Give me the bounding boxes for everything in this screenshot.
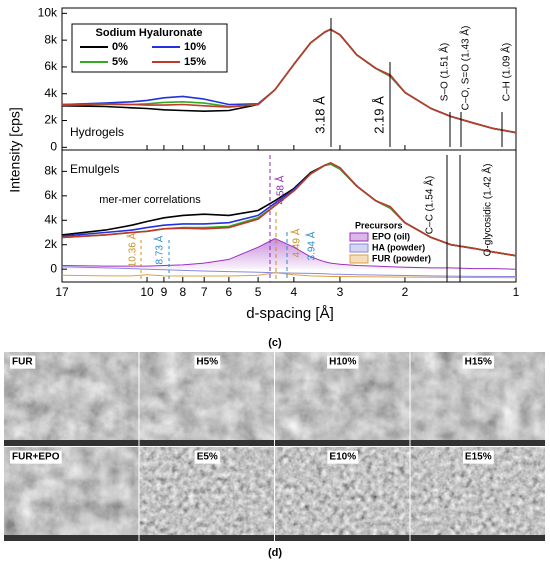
micrograph-label: E10% [329,452,356,463]
x-axis-label: d-spacing [Å] [246,305,334,322]
label-box [10,355,36,369]
annotation: 3.94 Å [305,231,318,260]
micrograph-infobar [4,440,139,446]
precursor-line [61,266,516,277]
y-axis-label: Intensity [cps] [7,107,23,193]
y-tick-label: 4k [44,212,58,226]
annotation: 10.36 Å [126,232,139,267]
micrograph-label: H5% [196,357,218,368]
caption: (c) [268,337,282,349]
micrograph-label: H10% [329,357,356,368]
y-tick-label: 2k [44,237,58,251]
legend-label: EPO (oil) [372,231,410,241]
y-tick-label: 6k [44,188,58,202]
label-box [462,450,494,464]
micrograph-infobar [410,440,545,446]
annotation: O-glycosidic (1.42 Å) [481,164,494,257]
caption: (d) [268,547,282,559]
y-tick-label: 10k [38,6,58,20]
x-tick-label: 17 [55,285,69,299]
legend-title: Precursors [355,220,403,230]
y-tick-label: 6k [44,59,58,73]
annotation: C–C (1.54 Å) [423,176,436,234]
label-box [327,355,359,369]
y-tick-label: 0 [50,261,57,275]
micrograph-infobar [275,440,410,446]
x-tick-label: 6 [226,285,233,299]
x-tick-label: 7 [201,285,208,299]
micrograph-infobar [275,535,410,541]
annotation: mer-mer correlations [99,194,201,206]
x-tick-label: 9 [161,285,168,299]
legend-swatch [349,243,369,253]
micrograph-label: FUR+EPO [12,452,60,463]
annotation: 4.58 Å [274,175,287,204]
legend-swatch [349,254,369,264]
annotation: 8.73 Å [153,235,166,264]
y-tick-label: 2k [44,113,58,127]
legend-label: 15% [184,56,206,68]
label-box [10,450,62,464]
annotation: C–O, S=O (1.43 Å) [459,26,472,111]
legend-label: 0% [112,41,128,53]
precursor-area [62,238,516,270]
legend-label: FUR (powder) [372,253,431,263]
micrograph-label: FUR [12,357,33,368]
annotation: S–O (1.51 Å) [438,43,451,101]
series-line [61,28,517,134]
x-tick-label: 10 [140,285,154,299]
legend-label: 5% [112,56,128,68]
label-box [327,450,359,464]
x-tick-label: 8 [179,285,186,299]
precursor-line [61,238,517,270]
series-line [61,162,517,257]
annotation: 4.49 Å [290,228,303,257]
legend-label: 10% [184,41,206,53]
micrograph-label: E15% [465,452,492,463]
micrograph-label: H15% [465,357,492,368]
precursor-line [61,272,517,279]
legend-title: Sodium Hyaluronate [96,27,203,39]
micrograph-infobar [4,535,139,541]
label-box [194,355,221,369]
annotation: 2.19 Å [371,96,386,134]
x-tick-label: 5 [255,285,262,299]
micrograph-infobar [139,440,274,446]
micrograph-infobar [139,535,274,541]
panel-label: Hydrogels [70,125,124,139]
panel-label: Emulgels [70,162,119,176]
annotation: 3.18 Å [312,96,327,134]
micrograph-grid: FUR H5% H10% H15% FUR+EPO E5% E10% E15% [4,352,545,541]
micrograph-infobar [410,535,545,541]
plot-frame [61,149,517,283]
x-tick-label: 2 [402,285,409,299]
x-tick-label: 4 [291,285,298,299]
y-tick-label: 8k [44,164,58,178]
legend-swatch [349,232,369,242]
micrograph-label: E5% [197,452,218,463]
x-tick-label: 1 [513,285,520,299]
y-tick-label: 0 [50,139,57,153]
legend-label: HA (powder) [372,242,425,252]
y-tick-label: 8k [44,32,58,46]
label-box [462,355,494,369]
label-box [194,450,220,464]
annotation: C–H (1.09 Å) [500,43,513,101]
x-tick-label: 3 [337,285,344,299]
y-tick-label: 4k [44,86,58,100]
